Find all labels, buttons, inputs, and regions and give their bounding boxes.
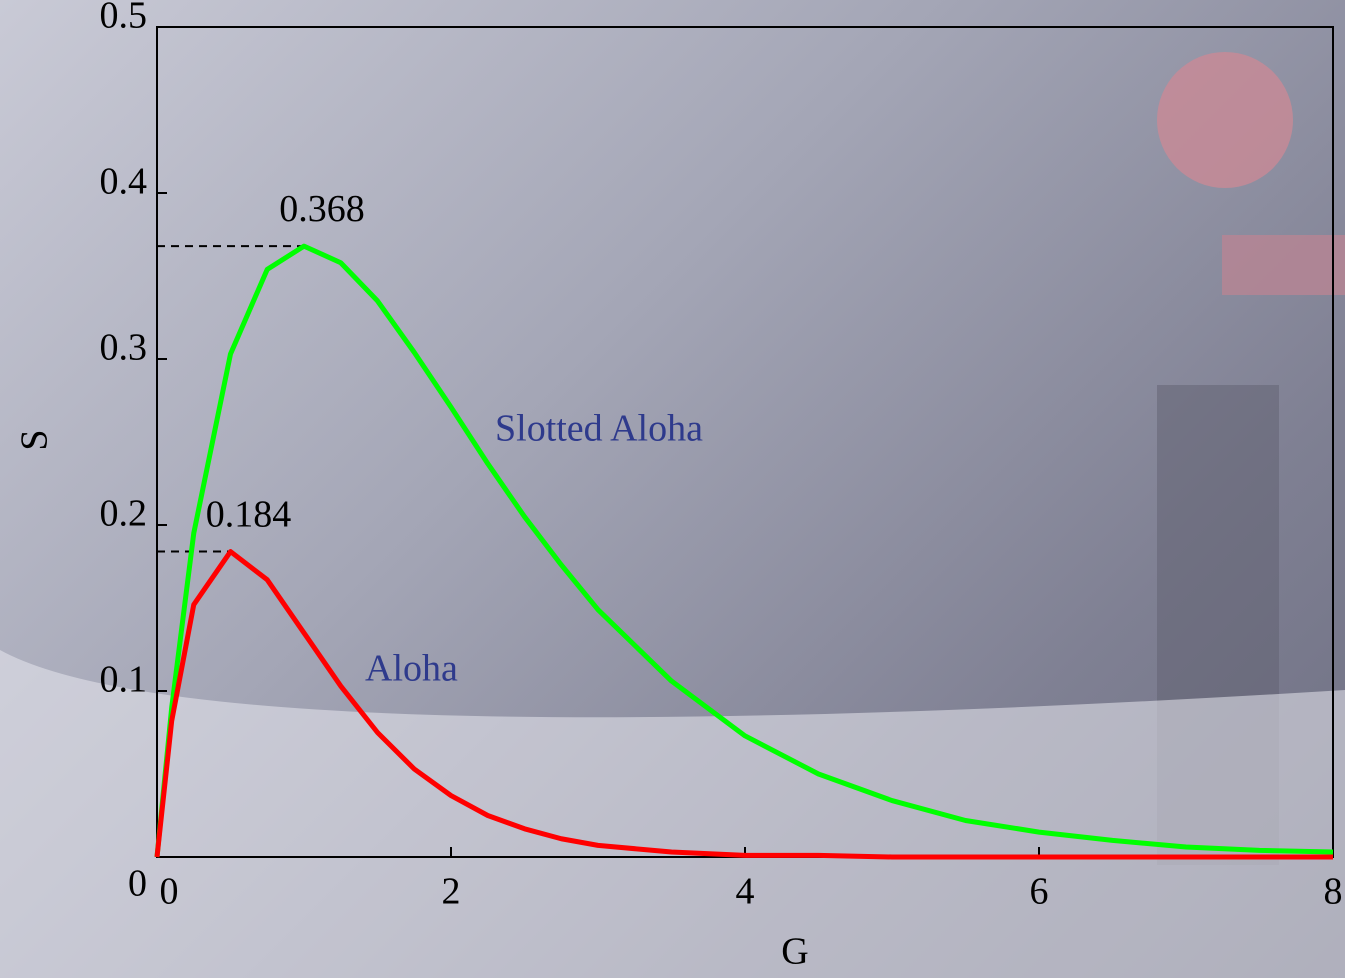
x-tick-label: 2 — [442, 871, 461, 913]
series-label: Aloha — [365, 648, 458, 690]
y-tick-label: 0.1 — [100, 659, 148, 701]
annotation: 0.368 — [279, 188, 365, 230]
deco-bar — [1222, 235, 1345, 295]
deco-swoosh — [0, 650, 1345, 978]
series-line — [154, 549, 1333, 860]
y-tick-label: 0 — [128, 863, 147, 905]
y-axis-label: S — [14, 429, 56, 450]
deco-circle — [1157, 52, 1293, 188]
y-tick-label: 0.3 — [100, 327, 148, 369]
x-tick-label: 8 — [1324, 871, 1343, 913]
x-tick-label: 0 — [160, 871, 179, 913]
x-axis-label: G — [781, 931, 808, 973]
x-tick-label: 4 — [736, 871, 755, 913]
series-label: Slotted Aloha — [495, 408, 703, 450]
y-tick-label: 0.2 — [100, 493, 148, 535]
y-tick-label: 0.5 — [100, 0, 148, 37]
y-tick-label: 0.4 — [100, 161, 148, 203]
annotation: 0.184 — [206, 493, 292, 535]
series-line — [154, 243, 1334, 858]
x-tick-label: 6 — [1030, 871, 1049, 913]
